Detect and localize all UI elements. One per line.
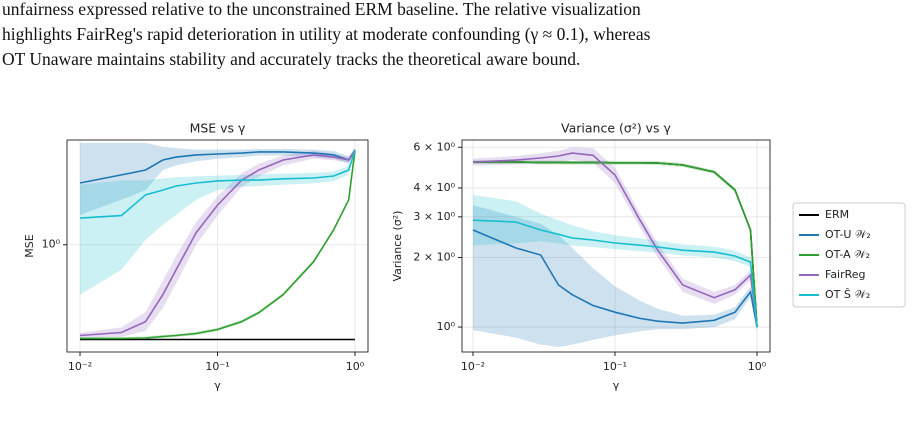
x-axis-label: γ xyxy=(214,379,221,392)
y-tick-label: 6 × 10⁰ xyxy=(413,140,455,153)
x-tick-label: 10⁻² xyxy=(68,360,92,373)
x-tick-label: 10⁰ xyxy=(346,360,365,373)
series-line xyxy=(79,149,356,219)
y-axis-label: Variance (σ²) xyxy=(391,211,404,282)
series-line xyxy=(472,219,758,328)
legend-label: ERM xyxy=(825,208,849,221)
text-line: unfairness expressed relative to the unc… xyxy=(2,0,641,19)
series-line xyxy=(79,149,356,184)
series-line xyxy=(472,152,758,328)
series-line xyxy=(80,149,356,340)
confidence-band xyxy=(473,205,757,347)
confidence-band xyxy=(473,195,757,331)
text-line: highlights FairReg's rapid deterioration… xyxy=(2,24,651,44)
plot-frame xyxy=(66,139,369,353)
series-line xyxy=(473,161,758,328)
plot-frame xyxy=(461,139,771,353)
x-tick-label: 10⁰ xyxy=(748,360,767,373)
legend-box xyxy=(792,202,906,308)
legend-label: FairReg xyxy=(825,268,866,281)
chart-title: MSE vs γ xyxy=(190,121,246,136)
x-tick-label: 10⁻¹ xyxy=(205,360,229,373)
y-tick-label: 2 × 10⁰ xyxy=(413,251,455,264)
x-axis-label: γ xyxy=(613,379,620,392)
legend-label: OT-A 𝒲₂ xyxy=(825,248,870,261)
series-line xyxy=(472,229,758,328)
y-tick-label: 10⁰ xyxy=(42,238,61,251)
x-tick-label: 10⁻¹ xyxy=(603,360,627,373)
y-tick-label: 4 × 10⁰ xyxy=(413,181,455,194)
confidence-band xyxy=(80,148,355,295)
chart-title: Variance (σ²) vs γ xyxy=(561,121,672,136)
series-line xyxy=(79,149,356,337)
legend-label: OT Ŝ 𝒲₂ xyxy=(825,288,870,301)
legend-label: OT-U 𝒲₂ xyxy=(825,228,871,241)
text-line: OT Unaware maintains stability and accur… xyxy=(2,49,581,69)
y-tick-label: 10⁰ xyxy=(437,320,456,333)
y-axis-label: MSE xyxy=(23,234,36,257)
confidence-band xyxy=(80,142,355,215)
x-tick-label: 10⁻² xyxy=(461,360,485,373)
y-tick-label: 3 × 10⁰ xyxy=(413,210,455,223)
confidence-band xyxy=(473,147,757,331)
